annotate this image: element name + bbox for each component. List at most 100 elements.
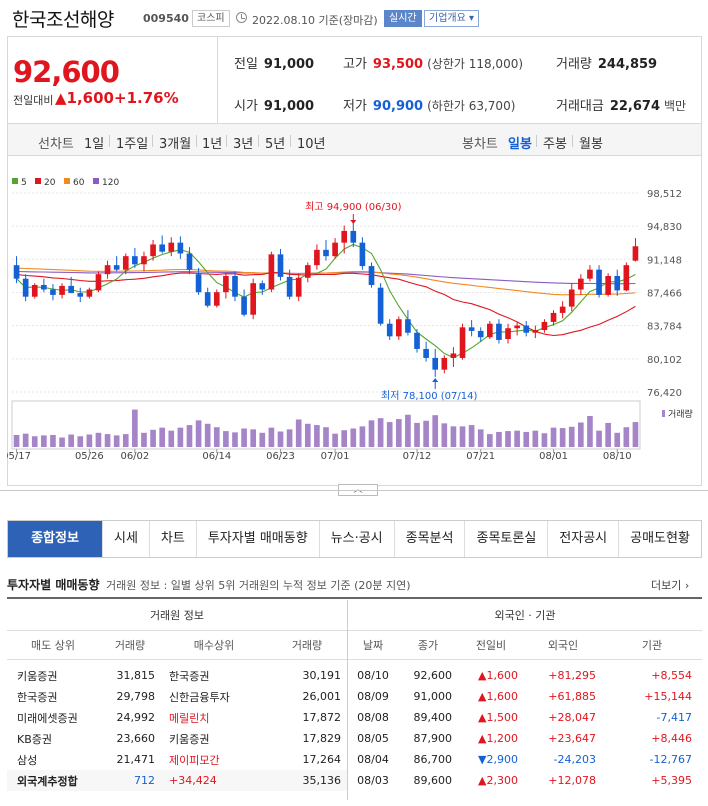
candle-body — [368, 266, 375, 285]
candle-body — [22, 278, 29, 297]
foreign-sum-row: 외국계추정합 712 +34,424 35,136 — [7, 770, 347, 791]
volume-bar — [314, 425, 320, 447]
realtime-button[interactable]: 실시간 — [384, 10, 422, 27]
col-change: 전일비 — [475, 638, 507, 652]
divider — [7, 597, 702, 599]
sell-broker[interactable]: 삼성 — [17, 753, 38, 767]
period-tab-weekly[interactable]: 주봉 — [543, 137, 567, 152]
stat-high: 고가 93,500 (상한가 118,000) — [343, 53, 523, 72]
more-link[interactable]: 더보기 › — [651, 579, 690, 592]
foreign-sum-sell: 712 — [99, 770, 161, 791]
candle-body — [632, 246, 639, 261]
row-foreign: +81,295 — [548, 669, 596, 682]
y-tick-label: 87,466 — [647, 289, 682, 300]
tab-quotes[interactable]: 시세 — [102, 521, 149, 557]
row-change: ▲1,600 — [478, 669, 518, 682]
volume-bar — [295, 419, 302, 447]
price-change-percent: +1.76% — [114, 89, 179, 107]
candle-body — [31, 284, 38, 297]
tab-short-selling[interactable]: 공매도현황 — [618, 521, 701, 557]
buy-broker[interactable]: 메릴린치 — [169, 711, 210, 725]
tab-disclosure[interactable]: 전자공시 — [547, 521, 618, 557]
as-of-date: 2022.08.10 기준(장마감) — [252, 14, 378, 27]
tab-news[interactable]: 뉴스·공시 — [318, 521, 394, 557]
volume-bar — [505, 431, 511, 447]
candle-body — [550, 312, 557, 322]
volume-bar — [241, 428, 247, 447]
period-tab-3y[interactable]: 3년 — [233, 137, 254, 152]
stat-label: 거래대금 — [556, 99, 604, 114]
tab-investor-trends[interactable]: 투자자별 매매동향 — [195, 521, 319, 557]
candle-body — [350, 230, 357, 243]
buy-broker[interactable]: 제이피모간 — [169, 753, 220, 767]
table-row: 08/09 91,000 ▲1,600 +61,885 +15,144 — [348, 686, 702, 707]
col-buy-volume: 거래량 — [291, 638, 323, 652]
volume-bar — [541, 433, 548, 447]
period-tab-daily[interactable]: 일봉 — [508, 137, 532, 152]
broker-table: 거래원 정보 매도 상위 거래량 매수상위 거래량 키움증권 31,815 한국증권… — [7, 600, 347, 791]
legend-swatch — [35, 178, 41, 184]
period-tab-1d[interactable]: 1일 — [84, 137, 105, 152]
candle-body — [86, 289, 93, 297]
period-tab-1w[interactable]: 1주일 — [116, 137, 149, 152]
period-tab-10y[interactable]: 10년 — [297, 137, 326, 152]
sell-broker[interactable]: 한국증권 — [17, 690, 58, 704]
volume-bar — [441, 423, 448, 447]
tab-chart[interactable]: 차트 — [148, 521, 196, 557]
candle-body — [277, 254, 284, 277]
x-tick-label: 07/12 — [403, 451, 432, 462]
candle-body — [104, 265, 111, 275]
stat-value: 91,000 — [263, 99, 315, 114]
sell-broker[interactable]: KB증권 — [17, 732, 52, 746]
volume-bar — [423, 420, 429, 447]
tab-analysis[interactable]: 종목분석 — [393, 521, 465, 557]
sell-volume: 31,815 — [116, 669, 156, 682]
period-tab-monthly[interactable]: 월봉 — [579, 137, 603, 152]
period-tab-3m[interactable]: 3개월 — [159, 137, 192, 152]
stat-amount: 거래대금 22,674 백만 — [556, 95, 686, 114]
row-foreign: +23,647 — [548, 732, 596, 745]
buy-broker[interactable]: 한국증권 — [169, 669, 210, 683]
volume-bar — [632, 422, 639, 447]
clock-icon — [236, 12, 247, 23]
tab-discussion[interactable]: 종목토론실 — [464, 521, 547, 557]
company-overview-dropdown[interactable]: 기업개요 ▾ — [424, 10, 479, 27]
volume-legend-swatch — [662, 410, 665, 417]
candle-body — [477, 330, 484, 338]
buy-volume: 30,191 — [302, 669, 342, 682]
candle-body — [487, 323, 493, 338]
candle-body — [432, 357, 439, 370]
buy-broker[interactable]: 신한금융투자 — [169, 690, 230, 704]
stat-volume: 거래량 244,859 — [556, 53, 657, 72]
candle-body — [395, 319, 402, 337]
legend-swatch — [64, 178, 70, 184]
divider — [196, 135, 197, 147]
tab-overview[interactable]: 종합정보 — [8, 521, 102, 557]
stat-label: 거래량 — [556, 57, 592, 72]
price-chart[interactable]: 98,512 94,830 91,148 87,466 83,784 80,102 76,4… — [7, 156, 702, 486]
period-tab-1y[interactable]: 1년 — [202, 137, 223, 152]
row-institution: +15,144 — [644, 690, 692, 703]
period-tab-5y[interactable]: 5년 — [265, 137, 286, 152]
volume-bar — [150, 429, 156, 447]
volume-bar — [132, 409, 138, 447]
row-change: ▲2,300 — [478, 774, 518, 787]
sell-volume: 21,471 — [116, 753, 156, 766]
buy-volume: 17,872 — [302, 711, 342, 724]
volume-bar — [195, 420, 202, 447]
price-summary-panel — [7, 36, 702, 124]
volume-bar — [523, 431, 530, 447]
candle-body — [405, 319, 411, 333]
volume-bar — [532, 430, 539, 447]
buy-broker[interactable]: 키움증권 — [169, 732, 210, 746]
x-tick-label: 06/23 — [266, 451, 295, 462]
candle-body — [59, 285, 65, 295]
row-close: 89,400 — [413, 711, 453, 724]
sell-broker[interactable]: 키움증권 — [17, 669, 58, 683]
candle-body — [578, 278, 584, 290]
row-change: ▲1,200 — [478, 732, 518, 745]
x-tick-label: 07/01 — [321, 451, 350, 462]
sell-broker[interactable]: 미래에셋증권 — [17, 711, 78, 725]
volume-bar — [450, 426, 457, 447]
col-buy-top: 매수상위 — [193, 638, 235, 652]
